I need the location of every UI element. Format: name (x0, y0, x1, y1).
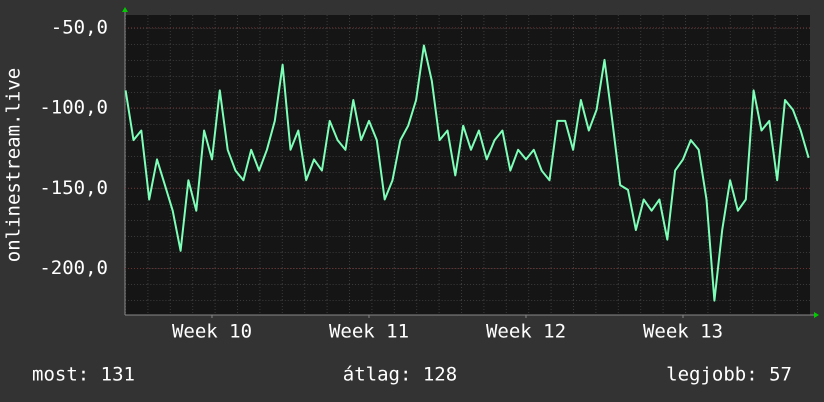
x-tick-label: Week 13 (643, 321, 723, 343)
x-tick-label: Week 11 (329, 321, 409, 343)
x-tick-label: Week 12 (486, 321, 566, 343)
x-tick-label: Week 10 (172, 321, 252, 343)
y-axis-label: onlinestream.live (3, 68, 25, 262)
stat-best: legjobb: 57 (666, 364, 792, 386)
axis-arrow (814, 312, 819, 318)
stat-current: most: 131 (32, 364, 135, 386)
y-tick-label: -100,0 (39, 97, 108, 119)
y-tick-label: -200,0 (39, 257, 108, 279)
stat-average: átlag: 128 (343, 364, 457, 386)
minor-grid (125, 15, 810, 315)
axis-arrow (122, 7, 128, 12)
y-tick-label: -150,0 (39, 177, 108, 199)
y-tick-label: -50,0 (51, 16, 108, 38)
series-line (124, 44, 810, 302)
